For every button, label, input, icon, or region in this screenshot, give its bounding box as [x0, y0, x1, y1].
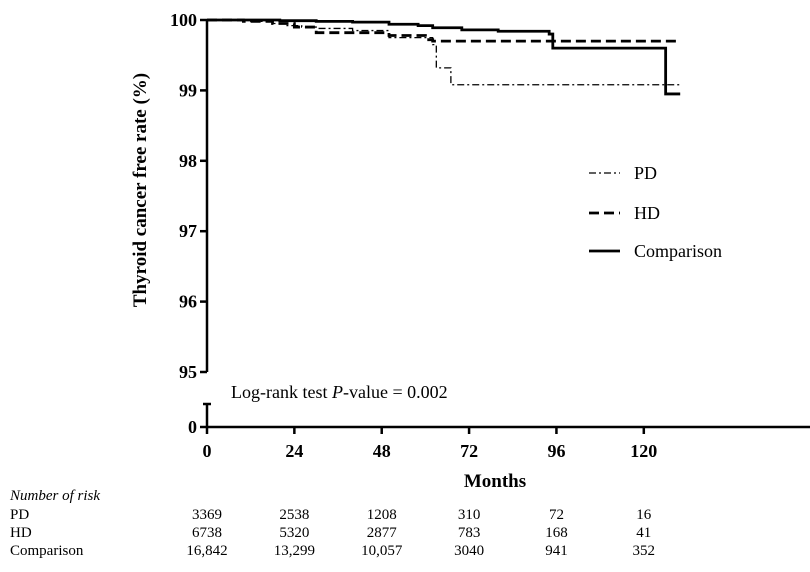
risk-cell: 310: [457, 507, 481, 523]
risk-cell: 3040: [454, 543, 485, 559]
risk-cell: 72: [548, 507, 564, 523]
risk-cell: 6738: [192, 525, 222, 541]
risk-cell: 2877: [366, 525, 397, 541]
risk-cell: 13,299: [273, 543, 315, 559]
series-line-pd: [207, 19, 681, 86]
x-tick-label: 72: [460, 441, 478, 461]
risk-cell: 16: [636, 507, 652, 523]
risk-cell: 41: [636, 525, 652, 541]
risk-cell: 1208: [366, 507, 397, 523]
x-tick-label: 0: [203, 441, 212, 461]
x-tick-label: 48: [373, 441, 391, 461]
risk-cell: 5320: [279, 525, 310, 541]
axes-group: [200, 18, 810, 434]
x-tick-label: 24: [285, 441, 303, 461]
risk-cell: 783: [457, 525, 481, 541]
risk-cell: 2538: [279, 507, 310, 523]
y-axis-label: Thyroid cancer free rate (%): [130, 73, 151, 307]
risk-cell: 168: [545, 525, 568, 541]
risk-row-hd: HD 6738 5320 2877 783 168 41: [10, 525, 810, 543]
risk-cell: 941: [545, 543, 568, 559]
y-tick-label: 100: [170, 10, 197, 30]
risk-row-label: PD: [10, 507, 30, 523]
y-tick-label: 0: [188, 417, 197, 437]
x-axis-label: Months: [464, 471, 526, 492]
legend: PD HD Comparison: [589, 163, 722, 261]
risk-cell: 352: [632, 543, 656, 559]
risk-row-comparison: Comparison 16,842 13,299 10,057 3040 941 352: [10, 543, 810, 561]
legend-label-comparison: Comparison: [634, 241, 722, 261]
series-line-comparison: [207, 18, 681, 96]
y-tick-label: 96: [179, 292, 197, 312]
x-tick-label: 96: [547, 441, 565, 461]
y-tick-label: 95: [179, 362, 197, 382]
y-tick-label: 97: [179, 221, 197, 241]
legend-label-pd: PD: [634, 163, 657, 183]
risk-cell: 16,842: [186, 543, 228, 559]
risk-cell: 10,057: [361, 543, 403, 559]
y-tick-label: 98: [179, 151, 197, 171]
tick-labels-group: 0 95 96 97 98 99 100 0 24 48 72 96 120: [170, 10, 657, 461]
log-rank-annotation: Log-rank test P-value = 0.002: [231, 382, 448, 402]
risk-row-pd: PD 3369 2538 1208 310 72 16: [10, 507, 810, 525]
legend-label-hd: HD: [634, 203, 660, 223]
plot-series-group: [207, 18, 681, 96]
x-tick-label: 120: [630, 441, 657, 461]
risk-row-label: HD: [10, 525, 32, 541]
y-tick-label: 99: [179, 80, 197, 100]
risk-cell: 3369: [192, 507, 222, 523]
risk-table-title: Number of risk: [10, 488, 100, 504]
series-line-hd: [207, 18, 681, 43]
risk-row-label: Comparison: [10, 543, 84, 559]
